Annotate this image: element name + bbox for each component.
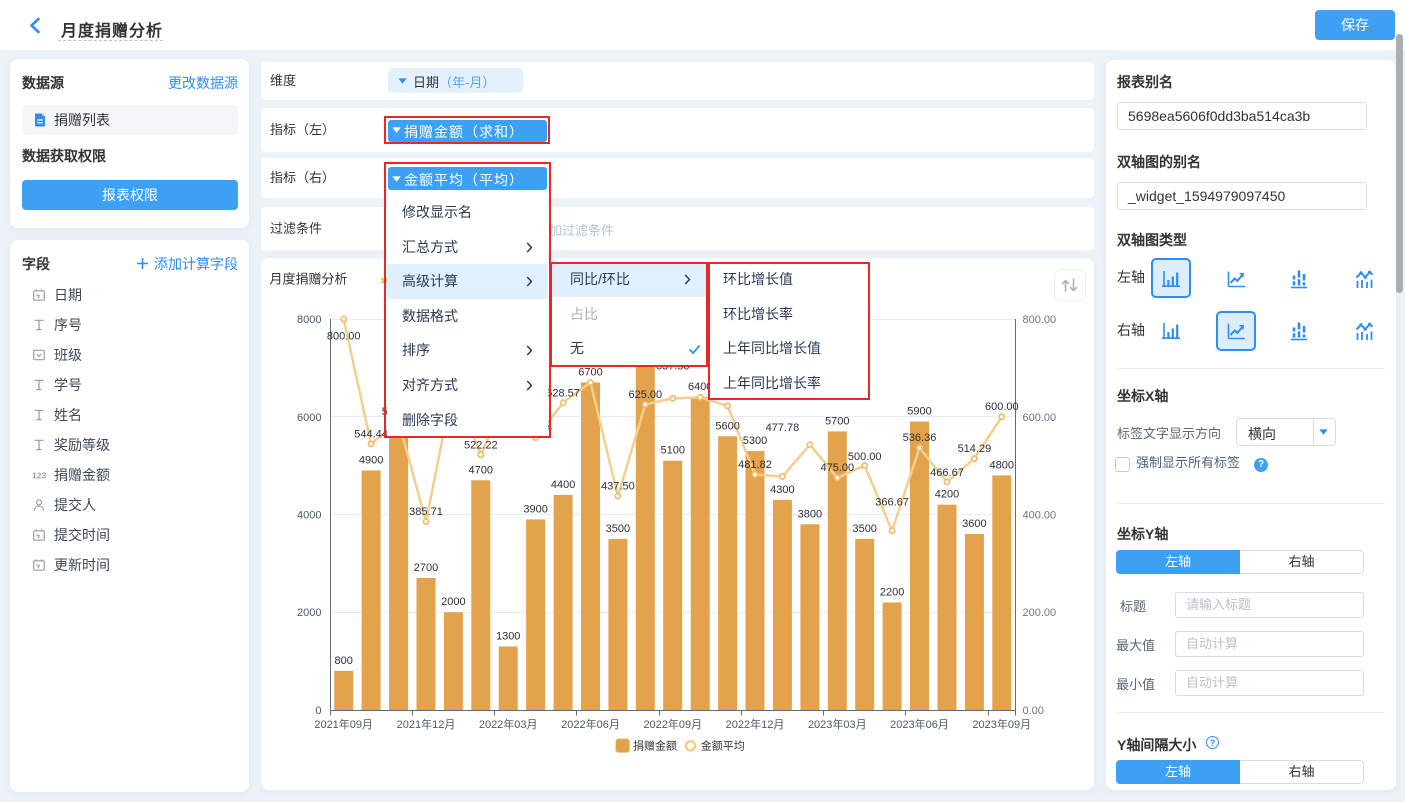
svg-text:6700: 6700 (578, 367, 602, 379)
svg-text:2021年12月: 2021年12月 (397, 717, 456, 731)
svg-text:金额平均: 金额平均 (701, 739, 745, 753)
svg-text:437.50: 437.50 (601, 481, 635, 493)
svg-text:2023年03月: 2023年03月 (808, 717, 867, 731)
svg-text:4300: 4300 (770, 484, 794, 496)
svg-text:捐赠金额: 捐赠金额 (633, 739, 677, 753)
svg-text:628.57: 628.57 (546, 387, 580, 399)
svg-text:6000: 6000 (297, 412, 321, 424)
svg-text:2022年03月: 2022年03月 (479, 717, 538, 731)
svg-text:3500: 3500 (852, 523, 876, 535)
svg-text:2700: 2700 (414, 562, 438, 574)
svg-text:2022年06月: 2022年06月 (561, 717, 620, 731)
svg-text:400.00: 400.00 (1023, 510, 1057, 522)
svg-text:4400: 4400 (551, 479, 575, 491)
svg-text:4900: 4900 (359, 455, 383, 467)
svg-text:3600: 3600 (962, 518, 986, 530)
svg-text:2022年12月: 2022年12月 (726, 717, 785, 731)
svg-text:8000: 8000 (297, 314, 321, 326)
svg-text:536.36: 536.36 (903, 432, 937, 444)
svg-text:2023年09月: 2023年09月 (972, 717, 1031, 731)
svg-text:2200: 2200 (880, 587, 904, 599)
svg-text:3500: 3500 (606, 523, 630, 535)
svg-text:1300: 1300 (496, 631, 520, 643)
svg-text:600.00: 600.00 (985, 401, 1019, 413)
svg-text:4000: 4000 (297, 510, 321, 522)
svg-text:5600: 5600 (715, 420, 739, 432)
svg-text:500.00: 500.00 (848, 451, 882, 463)
svg-text:5300: 5300 (743, 435, 767, 447)
svg-text:5100: 5100 (661, 445, 685, 457)
svg-text:4800: 4800 (990, 459, 1014, 471)
svg-text:2000: 2000 (441, 596, 465, 608)
svg-text:2022年09月: 2022年09月 (643, 717, 702, 731)
svg-text:2000: 2000 (297, 607, 321, 619)
svg-text:200.00: 200.00 (1023, 607, 1057, 619)
svg-text:800.00: 800.00 (1023, 314, 1057, 326)
svg-text:4700: 4700 (469, 464, 493, 476)
svg-text:475.00: 475.00 (820, 462, 854, 474)
svg-text:800: 800 (335, 655, 353, 667)
svg-text:2023年06月: 2023年06月 (890, 717, 949, 731)
svg-text:514.29: 514.29 (958, 443, 992, 455)
svg-text:4200: 4200 (935, 489, 959, 501)
svg-text:366.67: 366.67 (875, 496, 909, 508)
svg-text:522.22: 522.22 (464, 439, 498, 451)
svg-text:477.78: 477.78 (766, 422, 800, 434)
svg-text:800.00: 800.00 (327, 331, 361, 343)
svg-text:481.82: 481.82 (738, 459, 772, 471)
svg-text:5700: 5700 (825, 415, 849, 427)
svg-text:3800: 3800 (798, 508, 822, 520)
svg-text:3900: 3900 (523, 503, 547, 515)
svg-text:544.44: 544.44 (354, 428, 388, 440)
svg-text:625.00: 625.00 (628, 389, 662, 401)
svg-text:月度捐赠分析: 月度捐赠分析 (270, 272, 348, 287)
svg-text:123: 123 (32, 471, 46, 481)
svg-text:600.00: 600.00 (1023, 412, 1057, 424)
svg-text:0.00: 0.00 (1023, 705, 1044, 717)
svg-text:6400: 6400 (688, 381, 712, 393)
svg-text:5900: 5900 (907, 406, 931, 418)
svg-text:466.67: 466.67 (930, 467, 964, 479)
svg-text:385.71: 385.71 (409, 506, 443, 518)
svg-text:2021年09月: 2021年09月 (314, 717, 373, 731)
svg-text:0: 0 (315, 705, 321, 717)
